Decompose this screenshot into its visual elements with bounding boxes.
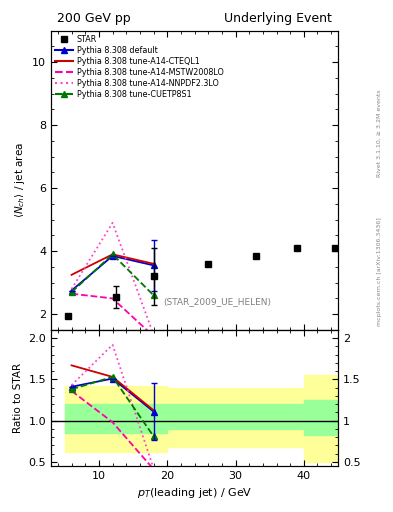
Legend: STAR, Pythia 8.308 default, Pythia 8.308 tune-A14-CTEQL1, Pythia 8.308 tune-A14-: STAR, Pythia 8.308 default, Pythia 8.308… xyxy=(53,33,225,100)
Pythia 8.308 tune-A14-MSTW2008LO xyxy=(69,291,74,297)
Pythia 8.308 tune-CUETP8S1 xyxy=(110,251,115,258)
Line: Pythia 8.308 tune-A14-CTEQL1: Pythia 8.308 tune-A14-CTEQL1 xyxy=(72,254,154,275)
Pythia 8.308 tune-A14-NNPDF2.3LO xyxy=(151,332,156,338)
Pythia 8.308 tune-A14-NNPDF2.3LO xyxy=(110,220,115,226)
Pythia 8.308 default xyxy=(151,262,156,268)
Line: Pythia 8.308 default: Pythia 8.308 default xyxy=(68,253,157,294)
Pythia 8.308 tune-A14-MSTW2008LO xyxy=(151,333,156,339)
Y-axis label: Ratio to STAR: Ratio to STAR xyxy=(13,363,23,433)
Text: Rivet 3.1.10, ≥ 3.2M events: Rivet 3.1.10, ≥ 3.2M events xyxy=(377,89,382,177)
Line: Pythia 8.308 tune-A14-NNPDF2.3LO: Pythia 8.308 tune-A14-NNPDF2.3LO xyxy=(72,223,154,335)
X-axis label: $p_T$(leading jet) / GeV: $p_T$(leading jet) / GeV xyxy=(137,486,252,500)
Pythia 8.308 tune-A14-MSTW2008LO xyxy=(110,295,115,302)
Y-axis label: $\langle N_{ch} \rangle$ / jet area: $\langle N_{ch} \rangle$ / jet area xyxy=(13,142,27,218)
Pythia 8.308 default xyxy=(110,253,115,259)
Pythia 8.308 tune-A14-CTEQL1 xyxy=(151,261,156,267)
Text: Underlying Event: Underlying Event xyxy=(224,12,332,25)
Pythia 8.308 tune-CUETP8S1 xyxy=(151,292,156,298)
Pythia 8.308 tune-A14-CTEQL1 xyxy=(69,272,74,278)
Pythia 8.308 tune-A14-CTEQL1 xyxy=(110,251,115,258)
Pythia 8.308 default xyxy=(69,287,74,293)
Line: Pythia 8.308 tune-CUETP8S1: Pythia 8.308 tune-CUETP8S1 xyxy=(68,251,157,298)
Text: mcplots.cern.ch [arXiv:1306.3436]: mcplots.cern.ch [arXiv:1306.3436] xyxy=(377,217,382,326)
Text: (STAR_2009_UE_HELEN): (STAR_2009_UE_HELEN) xyxy=(163,297,272,306)
Line: Pythia 8.308 tune-A14-MSTW2008LO: Pythia 8.308 tune-A14-MSTW2008LO xyxy=(72,294,154,336)
Pythia 8.308 tune-A14-NNPDF2.3LO xyxy=(69,286,74,292)
Pythia 8.308 tune-CUETP8S1 xyxy=(69,289,74,295)
Text: 200 GeV pp: 200 GeV pp xyxy=(57,12,130,25)
